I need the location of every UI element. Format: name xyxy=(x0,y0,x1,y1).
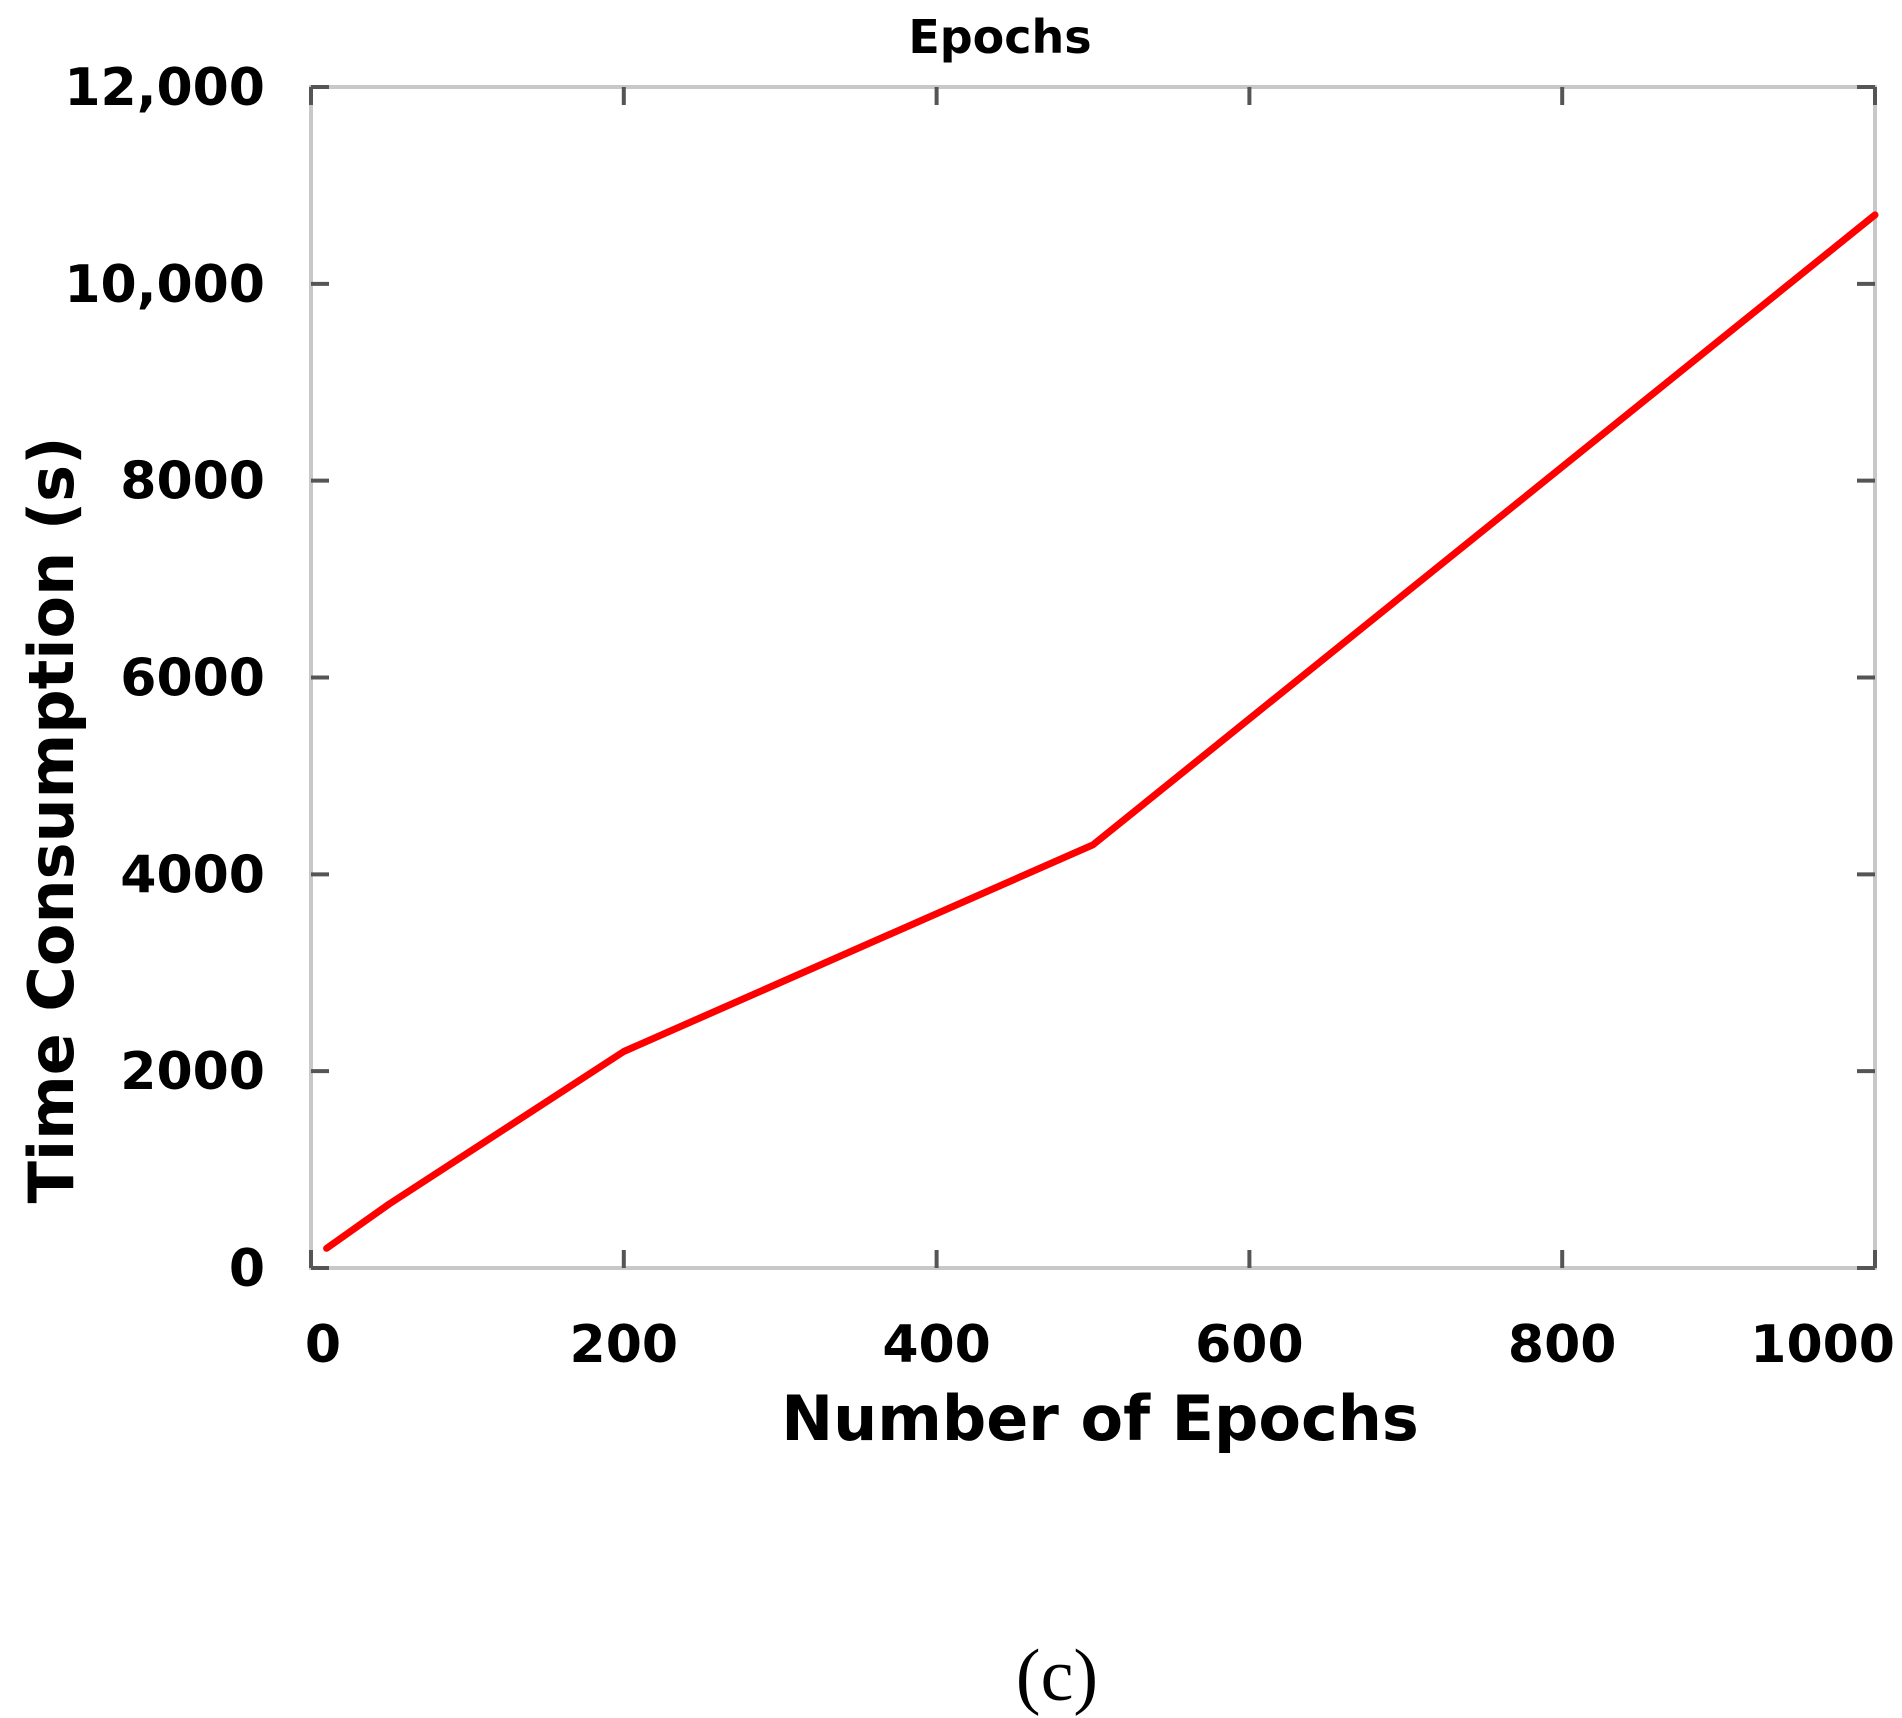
y-tick-label: 0 xyxy=(229,1239,265,1299)
y-tick-label: 10,000 xyxy=(64,255,265,315)
x-tick-label: 1000 xyxy=(1750,1315,1895,1375)
y-axis-tick-labels: 0 2000 4000 6000 8000 10,000 12,000 xyxy=(64,58,265,1299)
panel-label: (c) xyxy=(1016,1635,1098,1717)
y-tick-label: 2000 xyxy=(120,1042,265,1102)
y-tick-label: 4000 xyxy=(120,845,265,905)
y-tick-label: 12,000 xyxy=(64,58,265,118)
x-axis-tick-labels: 0 200 400 600 800 1000 xyxy=(305,1315,1895,1375)
series-layer xyxy=(323,211,1879,1252)
y-tick-label: 6000 xyxy=(120,649,265,709)
chart-title: Epochs xyxy=(908,10,1091,64)
series-line xyxy=(323,211,1879,1252)
x-tick-label: 400 xyxy=(882,1315,991,1375)
y-tick-label: 8000 xyxy=(120,452,265,512)
x-tick-label: 600 xyxy=(1195,1315,1304,1375)
y-axis-title: Time Consumption (s) xyxy=(15,437,88,1204)
plot-area-frame xyxy=(309,85,1877,1270)
x-axis-title: Number of Epochs xyxy=(781,1382,1419,1455)
x-tick-label: 0 xyxy=(305,1315,341,1375)
x-tick-label: 200 xyxy=(570,1315,679,1375)
axis-ticks xyxy=(309,85,1877,1270)
x-tick-label: 800 xyxy=(1508,1315,1617,1375)
